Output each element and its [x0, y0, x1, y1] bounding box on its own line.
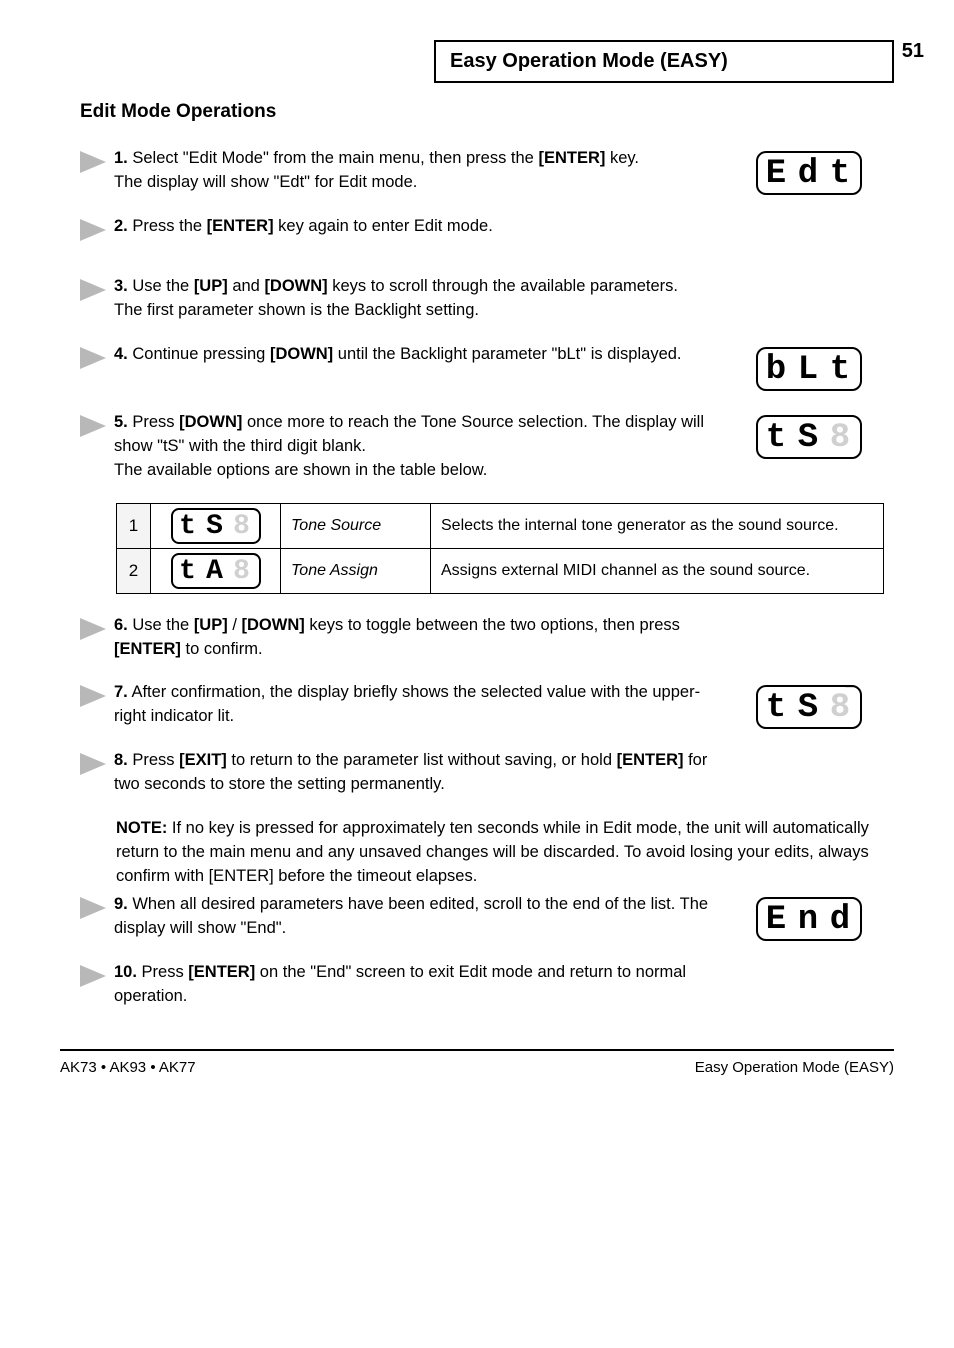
- triangle-icon: [80, 753, 114, 775]
- subtitle: Edit Mode Operations: [80, 101, 894, 123]
- table-row: 2 tA8 Tone Assign Assigns external MIDI …: [117, 548, 884, 593]
- page: 51 Easy Operation Mode (EASY) Edit Mode …: [0, 0, 954, 1348]
- lcd-display-ts: tS8: [724, 411, 894, 459]
- options-table: 1 tS8 Tone Source Selects the internal t…: [116, 503, 884, 594]
- row-name: Tone Source: [281, 503, 431, 548]
- triangle-icon: [80, 965, 114, 987]
- step-7: 7. After confirmation, the display brief…: [80, 681, 894, 729]
- row-index: 1: [117, 503, 151, 548]
- table-row: 1 tS8 Tone Source Selects the internal t…: [117, 503, 884, 548]
- row-index: 2: [117, 548, 151, 593]
- footer-right: Easy Operation Mode (EASY): [695, 1059, 894, 1076]
- step-text: 10. Press [ENTER] on the "End" screen to…: [114, 961, 724, 1009]
- title-box: Easy Operation Mode (EASY): [434, 40, 894, 83]
- step-text: 9. When all desired parameters have been…: [114, 893, 724, 941]
- triangle-icon: [80, 151, 114, 173]
- note-paragraph: NOTE: If no key is pressed for approxima…: [116, 817, 894, 889]
- step-1: 1. Select "Edit Mode" from the main menu…: [80, 147, 894, 195]
- step-9: 9. When all desired parameters have been…: [80, 893, 894, 941]
- row-desc: Assigns external MIDI channel as the sou…: [431, 548, 884, 593]
- lcd-display-ts-upper: tS8: [724, 681, 894, 729]
- lcd-display-edit: Edt: [724, 147, 894, 195]
- lcd-display-blt: bLt: [724, 343, 894, 391]
- step-text: 1. Select "Edit Mode" from the main menu…: [114, 147, 724, 195]
- steps-block-3: 9. When all desired parameters have been…: [60, 893, 894, 1009]
- step-10: 10. Press [ENTER] on the "End" screen to…: [80, 961, 894, 1009]
- triangle-icon: [80, 685, 114, 707]
- footer-left: AK73 • AK93 • AK77: [60, 1059, 196, 1076]
- step-4: 4. Continue pressing [DOWN] until the Ba…: [80, 343, 894, 391]
- triangle-icon: [80, 279, 114, 301]
- triangle-icon: [80, 219, 114, 241]
- step-3: 3. Use the [UP] and [DOWN] keys to scrol…: [80, 275, 894, 323]
- footer: AK73 • AK93 • AK77 Easy Operation Mode (…: [60, 1059, 894, 1076]
- step-5: 5. Press [DOWN] once more to reach the T…: [80, 411, 894, 483]
- step-text: 6. Use the [UP] / [DOWN] keys to toggle …: [114, 614, 724, 662]
- step-text: 7. After confirmation, the display brief…: [114, 681, 724, 729]
- row-lcd: tS8: [151, 503, 281, 548]
- step-2: 2. Press the [ENTER] key again to enter …: [80, 215, 894, 255]
- triangle-icon: [80, 618, 114, 640]
- step-6: 6. Use the [UP] / [DOWN] keys to toggle …: [80, 614, 894, 662]
- step-text: 8. Press [EXIT] to return to the paramet…: [114, 749, 724, 797]
- lcd-display-end: End: [724, 893, 894, 941]
- step-8: 8. Press [EXIT] to return to the paramet…: [80, 749, 894, 797]
- triangle-icon: [80, 415, 114, 437]
- triangle-icon: [80, 897, 114, 919]
- page-number: 51: [902, 40, 924, 63]
- row-lcd: tA8: [151, 548, 281, 593]
- triangle-icon: [80, 347, 114, 369]
- step-text: 4. Continue pressing [DOWN] until the Ba…: [114, 343, 724, 367]
- row-desc: Selects the internal tone generator as t…: [431, 503, 884, 548]
- step-text: 5. Press [DOWN] once more to reach the T…: [114, 411, 724, 483]
- step-text: 3. Use the [UP] and [DOWN] keys to scrol…: [114, 275, 724, 323]
- row-name: Tone Assign: [281, 548, 431, 593]
- steps-block-2: 6. Use the [UP] / [DOWN] keys to toggle …: [60, 614, 894, 798]
- steps-block-1: 1. Select "Edit Mode" from the main menu…: [60, 147, 894, 483]
- footer-separator: [60, 1049, 894, 1051]
- step-text: 2. Press the [ENTER] key again to enter …: [114, 215, 724, 239]
- title-row: Easy Operation Mode (EASY): [60, 40, 894, 83]
